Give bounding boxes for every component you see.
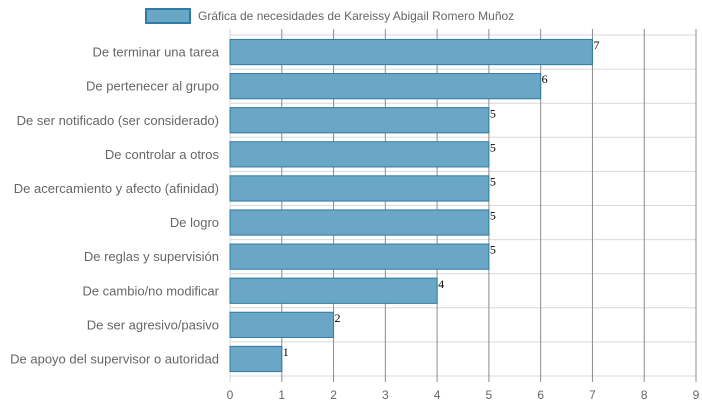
x-tick-label: 8 xyxy=(641,388,648,402)
value-label: 5 xyxy=(490,106,496,120)
category-label: De apoyo del supervisor o autoridad xyxy=(10,351,219,366)
value-labels: 7 6 5 5 5 5 5 4 2 1 xyxy=(283,38,600,359)
category-labels: De terminar una tarea De pertenecer al gr… xyxy=(10,45,220,367)
category-label: De reglas y supervisión xyxy=(84,249,219,264)
x-tick-label: 4 xyxy=(434,388,441,402)
category-label: De pertenecer al grupo xyxy=(86,79,219,94)
x-tick-label: 5 xyxy=(486,388,493,402)
bar xyxy=(229,38,593,66)
bar xyxy=(229,73,542,100)
category-label: De logro xyxy=(170,215,219,230)
value-label: 5 xyxy=(490,174,496,188)
value-label: 1 xyxy=(283,345,289,359)
category-label: De cambio/no modificar xyxy=(82,283,219,298)
bar xyxy=(229,209,490,236)
bar xyxy=(229,107,490,134)
category-label: De controlar a otros xyxy=(105,147,220,162)
value-label: 4 xyxy=(438,277,444,291)
x-tick-label: 7 xyxy=(589,388,596,402)
value-label: 5 xyxy=(490,243,496,257)
bar xyxy=(229,141,490,168)
x-tick-label: 0 xyxy=(227,388,234,402)
legend-label: Gráfica de necesidades de Kareissy Abiga… xyxy=(198,9,514,23)
legend-swatch xyxy=(145,8,191,24)
value-label: 5 xyxy=(490,140,496,154)
bar xyxy=(229,311,335,338)
x-tick-label: 1 xyxy=(278,388,285,402)
category-label: De acercamiento y afecto (afinidad) xyxy=(14,181,219,196)
x-tick-label: 2 xyxy=(330,388,337,402)
category-label: De terminar una tarea xyxy=(93,45,220,60)
value-label: 2 xyxy=(335,311,341,325)
value-label: 5 xyxy=(490,209,496,223)
bars xyxy=(229,38,593,373)
value-label: 7 xyxy=(593,38,599,52)
x-tick-label: 3 xyxy=(382,388,389,402)
x-tick-label: 6 xyxy=(537,388,544,402)
x-axis-tick-labels: 0 1 2 3 4 5 6 7 8 9 xyxy=(227,388,700,402)
bar xyxy=(229,277,438,304)
value-label: 6 xyxy=(542,72,548,86)
category-label: De ser notificado (ser considerado) xyxy=(17,113,219,128)
chart-legend[interactable]: Gráfica de necesidades de Kareissy Abiga… xyxy=(145,8,514,24)
bar xyxy=(229,345,283,373)
x-tick-label: 9 xyxy=(693,388,700,402)
bar xyxy=(229,175,490,202)
category-label: De ser agresivo/pasivo xyxy=(87,317,219,332)
bar xyxy=(229,243,490,270)
